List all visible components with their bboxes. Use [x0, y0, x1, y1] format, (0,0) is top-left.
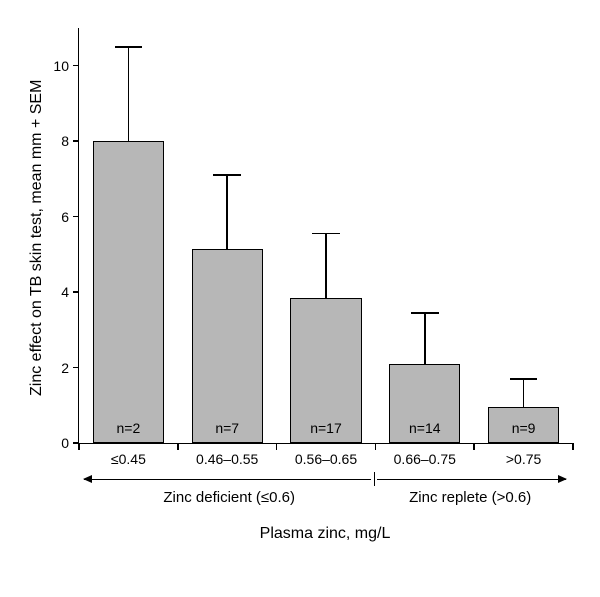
bar-n-label: n=14: [390, 420, 459, 436]
x-tick: [177, 443, 179, 450]
x-tick: [276, 443, 278, 450]
y-tick-label: 10: [53, 58, 79, 74]
bar: n=9: [488, 407, 559, 443]
y-tick-label: 4: [61, 284, 79, 300]
y-tick-label: 2: [61, 360, 79, 376]
error-stem: [325, 234, 327, 298]
y-tick-label: 8: [61, 133, 79, 149]
bar-n-label: n=17: [291, 420, 360, 436]
figure: 0 2 4 6 8 10 n=2 ≤0.45 n=7 0.46–0.55 n=17 0.56–0.65…: [0, 0, 600, 597]
x-tick: [473, 443, 475, 450]
bar-n-label: n=7: [193, 420, 262, 436]
x-tick-label: 0.46–0.55: [196, 443, 258, 467]
error-stem: [226, 175, 228, 249]
x-tick: [572, 443, 574, 450]
x-tick-label: 0.56–0.65: [295, 443, 357, 467]
bar: n=14: [389, 364, 460, 443]
bar-n-label: n=2: [94, 420, 163, 436]
group-separator: [374, 472, 376, 486]
bar: n=17: [290, 298, 361, 443]
x-tick-label: 0.66–0.75: [394, 443, 456, 467]
x-axis-title: Plasma zinc, mg/L: [78, 525, 572, 543]
error-cap: [510, 378, 538, 380]
y-tick-label: 0: [61, 435, 79, 451]
group-arrow-right: [377, 479, 566, 480]
error-stem: [128, 47, 130, 141]
x-tick-label: >0.75: [506, 443, 541, 467]
error-cap: [411, 312, 439, 314]
error-cap: [115, 46, 143, 48]
group-label-left: Zinc deficient (≤0.6): [163, 489, 295, 506]
y-axis-title: Zinc effect on TB skin test, mean mm + S…: [28, 79, 46, 395]
group-arrow-left: [84, 479, 371, 480]
group-label-right: Zinc replete (>0.6): [409, 489, 531, 506]
x-tick: [375, 443, 377, 450]
error-cap: [213, 174, 241, 176]
bar: n=2: [93, 141, 164, 443]
bar-n-label: n=9: [489, 420, 558, 436]
error-stem: [523, 379, 525, 407]
y-tick-label: 6: [61, 209, 79, 225]
bar: n=7: [192, 249, 263, 443]
error-cap: [312, 233, 340, 235]
error-stem: [424, 313, 426, 364]
plot-area: 0246810n=2≤0.45n=70.46–0.55n=170.56–0.65…: [78, 28, 573, 444]
x-tick-label: ≤0.45: [111, 443, 146, 467]
x-tick: [78, 443, 80, 450]
